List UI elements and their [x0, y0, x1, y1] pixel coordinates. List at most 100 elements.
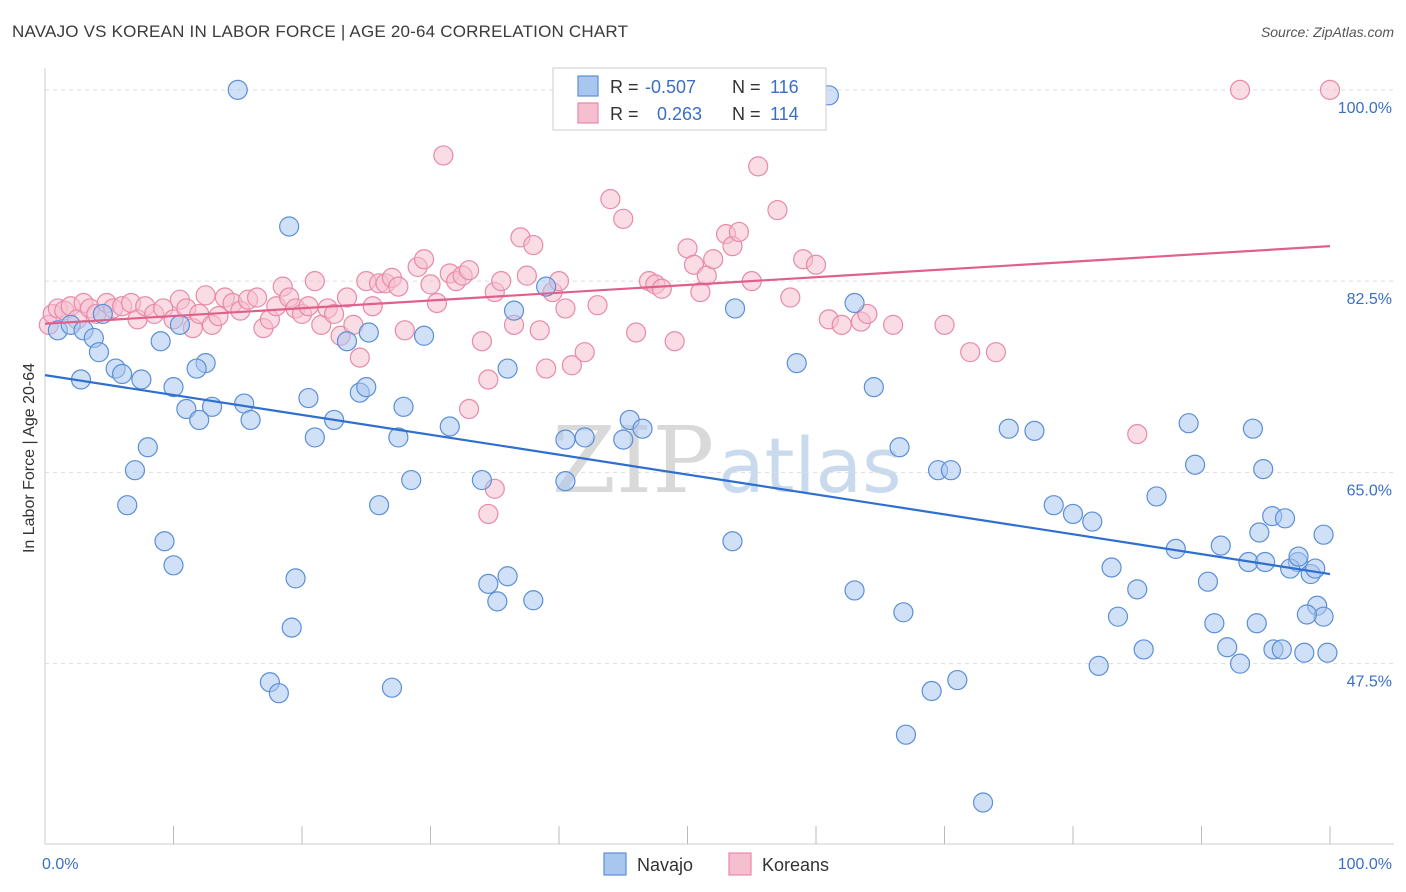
navajo-point [124, 460, 146, 481]
koreans-point [420, 274, 441, 295]
navajo-point [1296, 604, 1317, 625]
navajo-point [1178, 413, 1199, 434]
navajo-n-label: N = [732, 77, 761, 97]
navajo-point [1294, 642, 1315, 663]
correlation-legend: R = -0.507 N = 116 R = 0.263 N = 114 [552, 67, 827, 131]
navajo-point [1127, 579, 1148, 600]
navajo-point [503, 300, 525, 321]
navajo-point [1242, 418, 1264, 439]
koreans-point [394, 320, 415, 341]
navajo-point [786, 352, 807, 374]
navajo-point [369, 495, 390, 516]
koreans-point [857, 303, 878, 325]
koreans-point [934, 314, 955, 335]
navajo-point [1197, 571, 1219, 592]
koreans-point [324, 303, 345, 325]
koreans-point [471, 331, 492, 352]
koreans-point [574, 342, 595, 363]
navajo-point [1305, 558, 1326, 579]
koreans-series-label: Koreans [762, 855, 829, 875]
koreans-point [478, 503, 499, 525]
koreans-point [587, 295, 608, 316]
koreans-point [458, 398, 480, 420]
y-tick-label: 65.0% [1347, 482, 1392, 499]
navajo-point [240, 409, 261, 431]
koreans-point [298, 296, 319, 317]
navajo-series-label: Navajo [637, 855, 693, 875]
navajo-point [972, 792, 994, 813]
navajo-points [47, 79, 1338, 813]
koreans-n-label: N = [732, 104, 761, 124]
navajo-point [844, 580, 865, 601]
navajo-point [1146, 486, 1167, 507]
navajo-point [413, 325, 435, 346]
navajo-point [1271, 639, 1292, 660]
navajo-point [722, 531, 743, 552]
koreans-point [413, 249, 435, 270]
navajo-point [724, 298, 746, 319]
watermark-atlas: atlas [718, 421, 902, 510]
navajo-point [111, 363, 133, 385]
koreans-point [491, 271, 512, 292]
koreans-point [960, 342, 981, 363]
koreans-point [1229, 79, 1251, 100]
koreans-point [882, 314, 904, 335]
navajo-point [388, 427, 409, 448]
navajo-point [356, 377, 377, 398]
source-label: Source: ZipAtlas.com [1260, 24, 1394, 40]
navajo-point [176, 398, 197, 420]
koreans-point [426, 292, 448, 314]
navajo-point [88, 342, 110, 363]
koreans-legend-swatch [577, 102, 599, 124]
navajo-point [439, 416, 460, 437]
koreans-point [613, 208, 634, 229]
navajo-point [186, 358, 207, 379]
navajo-point [1317, 642, 1338, 663]
navajo-point [150, 331, 171, 352]
navajo-point [131, 369, 152, 390]
navajo-point [1204, 613, 1225, 634]
koreans-point [388, 276, 409, 297]
navajo-point [471, 469, 492, 491]
navajo-r-value: -0.507 [645, 77, 696, 97]
navajo-point [1246, 613, 1267, 634]
navajo-point [536, 276, 557, 297]
navajo-point [1288, 546, 1309, 567]
koreans-point [362, 296, 383, 317]
koreans-point [664, 331, 685, 352]
navajo-point [268, 683, 289, 704]
koreans-point [728, 221, 750, 243]
navajo-point [889, 437, 910, 458]
trend-layer [44, 245, 1331, 576]
navajo-point [1313, 606, 1334, 627]
koreans-point [529, 320, 550, 341]
koreans-n-value: 114 [770, 104, 799, 124]
navajo-point [487, 591, 508, 612]
navajo-point [1274, 508, 1296, 529]
koreans-series-swatch [728, 852, 752, 876]
navajo-point [1184, 454, 1206, 475]
navajo-point [285, 568, 306, 589]
navajo-point [1088, 655, 1109, 676]
navajo-point [613, 429, 634, 450]
navajo-point [497, 566, 518, 587]
navajo-point [497, 358, 518, 379]
navajo-point [1024, 420, 1045, 441]
koreans-point [536, 358, 557, 379]
koreans-point [246, 287, 268, 308]
koreans-point [523, 234, 544, 256]
navajo-point [574, 427, 595, 448]
koreans-point [433, 145, 454, 166]
navajo-point [947, 669, 968, 691]
navajo-point [358, 322, 379, 343]
koreans-r-label: R = [610, 104, 639, 124]
koreans-point [703, 249, 724, 270]
navajo-point [1313, 524, 1334, 545]
navajo-point [523, 590, 544, 611]
koreans-point [561, 355, 582, 376]
navajo-point [163, 555, 184, 576]
navajo-point [401, 469, 422, 491]
koreans-point [208, 306, 229, 327]
navajo-point [1107, 606, 1129, 627]
navajo-point [478, 573, 499, 594]
